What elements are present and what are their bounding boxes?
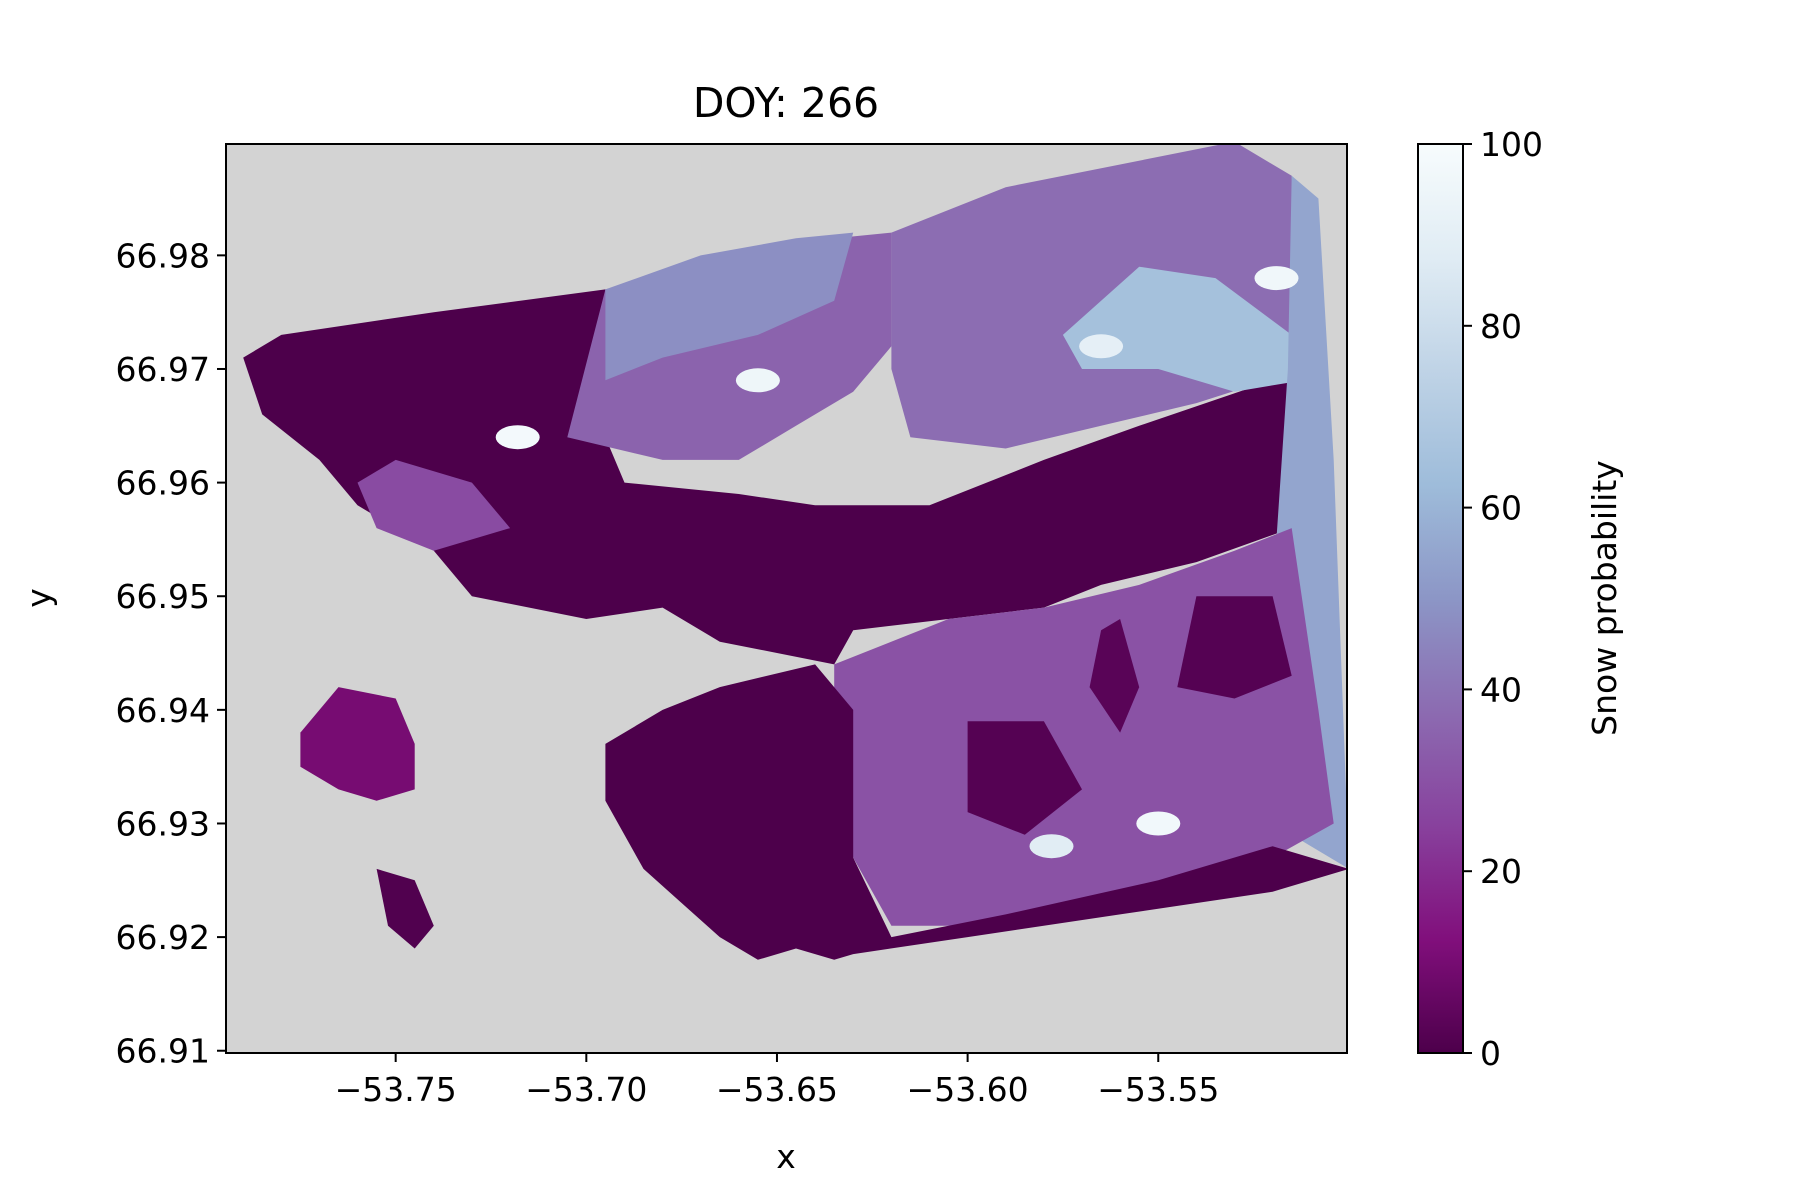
colorbar-tick-label: 20 — [1480, 852, 1522, 891]
snow-spot-5 — [1029, 834, 1074, 859]
x-tick-label: −53.75 — [335, 1070, 457, 1109]
colorbar-tick-label: 40 — [1480, 670, 1522, 709]
snow-spot-3 — [1254, 266, 1299, 291]
colorbar-tick-label: 0 — [1480, 1034, 1501, 1073]
snow-spot-2 — [1136, 811, 1181, 836]
region-island-south — [376, 868, 434, 949]
snow-spots — [495, 266, 1299, 859]
x-tick-label: −53.55 — [1097, 1070, 1219, 1109]
colorbar-tick-label: 100 — [1480, 125, 1543, 164]
colorbar-label: Snow probability — [1585, 460, 1624, 736]
x-axis-label: x — [776, 1137, 796, 1176]
y-tick-label: 66.92 — [116, 918, 210, 957]
chart-title: DOY: 266 — [693, 79, 879, 127]
y-tick-label: 66.91 — [116, 1032, 210, 1071]
x-tick-label: −53.70 — [525, 1070, 647, 1109]
snow-spot-1 — [735, 368, 780, 393]
colorbar-ticks: 0 20 40 60 80 100 — [1463, 125, 1543, 1073]
x-tick-label: −53.65 — [716, 1070, 838, 1109]
heatmap-regions — [243, 144, 1347, 960]
snow-spot-0 — [495, 425, 540, 450]
plot-frame — [225, 143, 1348, 1054]
region-low-southeast-b — [967, 721, 1082, 835]
x-axis-ticks: −53.75 −53.70 −53.65 −53.60 −53.55 — [335, 1053, 1219, 1109]
region-low-south — [605, 664, 1347, 960]
colorbar-tick-label: 60 — [1480, 489, 1522, 528]
y-tick-label: 66.96 — [116, 464, 210, 503]
y-tick-label: 66.97 — [116, 350, 210, 389]
region-mid-west — [357, 459, 511, 551]
region-light-northeast — [1062, 266, 1304, 392]
snow-spot-4 — [1079, 334, 1124, 359]
y-tick-label: 66.94 — [116, 691, 210, 730]
region-low-north — [243, 289, 1304, 665]
region-light-north — [605, 232, 854, 381]
y-tick-label: 66.95 — [116, 577, 210, 616]
y-axis-ticks: 66.91 66.92 66.93 66.94 66.95 66.96 66.97 66.98 — [116, 236, 226, 1071]
region-low-southeast-a — [1177, 596, 1292, 699]
colorbar-tick-label: 80 — [1480, 307, 1522, 346]
region-island-west — [300, 687, 415, 801]
x-tick-label: −53.60 — [907, 1070, 1029, 1109]
region-low-southeast-c — [1089, 619, 1140, 733]
y-axis-label: y — [19, 588, 58, 608]
colorbar — [1417, 143, 1464, 1054]
y-tick-label: 66.98 — [116, 236, 210, 275]
y-tick-label: 66.93 — [116, 804, 210, 843]
